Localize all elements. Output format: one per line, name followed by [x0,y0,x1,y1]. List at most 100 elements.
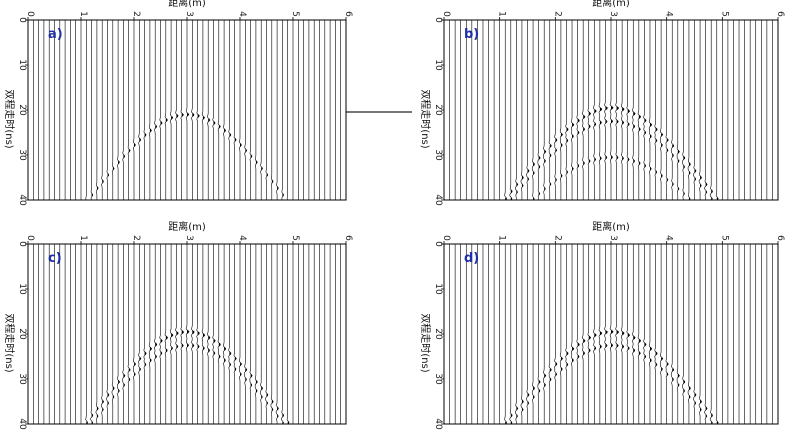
wiggle-fill [694,169,697,182]
panel-b: 0 1 2 3 4 5 6 0 10 20 30 40 距离(m) 双程走时(ns) b) [419,0,785,206]
y-tick-label: 0 [433,241,443,247]
x-tick-label: 0 [25,235,35,241]
x-tick-label: 2 [131,11,141,17]
wiggle-fill [187,330,190,348]
wiggle-trace [127,20,131,200]
wiggle-trace [509,20,513,201]
wiggle-trace [117,20,120,200]
wiggle-fill [510,189,513,200]
x-tick-label: 5 [290,235,300,241]
wiggle-trace [559,20,563,200]
wiggle-fill [694,393,697,406]
y-tick-label: 20 [17,328,27,340]
wiggle-trace [223,20,226,200]
x-tick-label: 4 [237,11,247,17]
wiggle-trace [138,20,141,200]
wiggle-trace [654,244,658,424]
wiggle-trace [671,20,675,200]
wiggle-trace [582,20,586,200]
wiggle-trace [85,20,87,201]
wiggle-trace [133,20,136,200]
wiggle-trace [286,244,290,425]
wiggle-trace [660,20,664,200]
x-tick-label: 0 [441,11,451,17]
x-tick-label: 2 [131,235,141,241]
x-tick-label: 4 [664,235,674,241]
wiggle-fill [510,413,513,424]
y-axis-label: 双程走时(ns) [3,89,15,148]
wiggle-trace [170,20,174,200]
wiggle-trace [95,244,99,425]
wiggle-trace [275,244,279,425]
wiggle-trace [587,20,591,200]
wiggle-trace [228,244,232,424]
wiggle-fill [527,393,530,406]
wiggle-trace [531,244,535,424]
wiggle-trace [281,20,284,201]
wiggle-trace [260,244,263,424]
wiggle-fill [261,386,263,400]
wiggle-fill [160,339,163,356]
wiggle-trace [164,244,168,424]
x-tick-label: 2 [552,235,562,241]
wiggle-trace [682,20,686,201]
wiggle-trace [693,244,697,424]
wiggle-fill [91,413,93,424]
wiggle-trace [632,244,636,424]
wiggle-trace [654,20,658,200]
y-tick-label: 10 [433,283,443,295]
wiggle-trace [554,244,558,424]
wiggle-trace [233,20,237,200]
wiggle-trace [626,20,631,200]
wiggle-trace [138,244,142,424]
x-axis-label: 距离(m) [592,0,630,9]
wiggle-trace [217,20,221,200]
wiggle-trace [609,244,614,424]
wiggle-trace [201,244,206,424]
wiggle-trace [196,20,200,200]
wiggle-trace [704,20,708,201]
wiggle-trace [265,244,269,424]
wiggle-trace [582,244,586,424]
wiggle-trace [122,20,126,200]
wiggle-trace [570,244,575,424]
wiggle-trace [286,20,288,201]
y-tick-label: 30 [433,149,443,161]
x-axis-label: 距离(m) [168,0,206,9]
panel-label: d) [464,251,479,266]
wiggle-trace [111,20,115,200]
panel-a: 0 1 2 3 4 5 6 0 10 20 30 40 距离(m) 双程走时(ns) a) [3,0,353,206]
x-tick-label: 1 [497,11,507,17]
wiggle-trace [96,20,99,200]
x-tick-label: 3 [608,235,618,241]
wiggle-trace [111,244,115,424]
wiggle-trace [698,244,702,424]
y-tick-label: 10 [433,59,443,71]
wiggle-fill [538,156,541,196]
wiggle-trace [559,244,563,424]
wiggle-fill [266,393,268,406]
wiggle-trace [238,244,242,424]
wiggle-fill [666,363,669,377]
wiggle-fill [638,339,641,356]
x-tick-label: 5 [290,11,300,17]
wiggle-trace [504,244,507,425]
wiggle-trace [201,20,205,200]
y-tick-label: 20 [433,328,443,340]
wiggle-trace [515,244,519,425]
wiggle-fill [555,363,557,377]
wiggle-trace [270,244,274,424]
x-axis-label: 距离(m) [592,220,630,233]
wiggle-trace [85,244,88,425]
wiggle-fill [527,169,530,182]
x-tick-label: 0 [441,235,451,241]
wiggle-trace [101,20,104,200]
wiggle-trace [90,20,94,201]
wiggle-trace [543,20,547,200]
wiggle-trace [90,244,94,425]
wiggle-trace [676,244,680,424]
y-tick-label: 0 [433,17,443,23]
wiggle-trace [598,20,603,200]
wiggle-trace [127,244,131,424]
